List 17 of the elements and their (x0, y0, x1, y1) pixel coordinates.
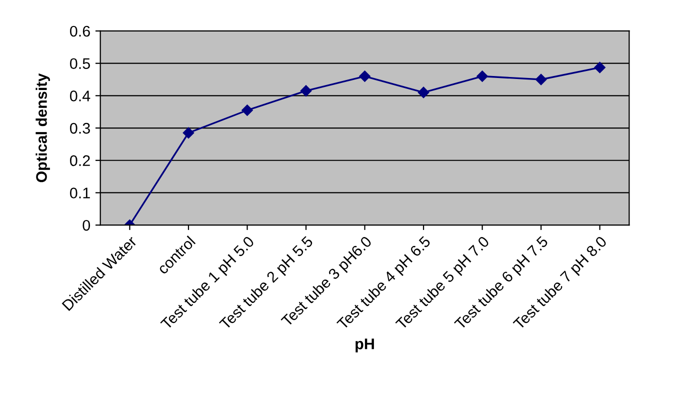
y-tick-label: 0.1 (70, 188, 90, 198)
point (418, 86, 430, 98)
y-tick-label: 0.6 (70, 26, 90, 37)
y-tick-label: 0.2 (70, 155, 90, 166)
y-tick-label: 0.4 (70, 90, 90, 102)
point (300, 85, 312, 96)
point (242, 104, 253, 116)
point (182, 127, 194, 138)
x-axis-title: pH (356, 338, 374, 352)
point (476, 70, 488, 82)
y-tick-label: 0.3 (70, 122, 90, 134)
point (359, 70, 370, 82)
point (535, 74, 547, 86)
y-tick-label: 0.5 (70, 58, 90, 70)
point (594, 62, 606, 74)
y-axis-title: Optical density (36, 73, 50, 182)
y-tick-label: 0 (82, 220, 90, 231)
